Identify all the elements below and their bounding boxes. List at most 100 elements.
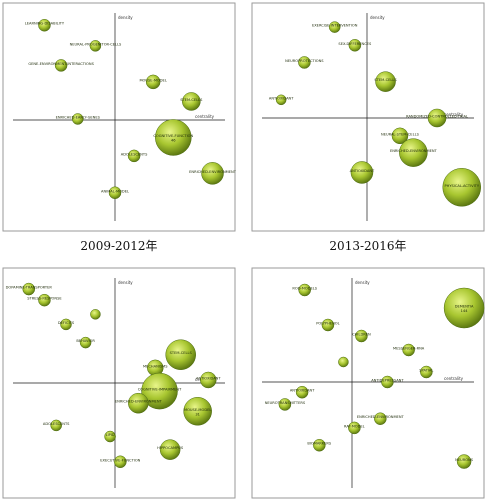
bubble-4	[355, 329, 368, 343]
bubble-2	[348, 39, 362, 52]
bubble-label: ENRICHED-ENVIRONMENT	[357, 415, 405, 419]
bubble-label: DOPAMINE-TRANSPORTER	[6, 286, 53, 290]
chart-panel-1: density centrality LEARNING-DISABILITY NEUR…	[2, 2, 237, 232]
bubble-3	[443, 287, 485, 329]
bubble-label: SPATIAL	[419, 369, 433, 373]
bubble-label: NEUROPROTECTIONS	[285, 59, 324, 63]
bubble-13	[104, 430, 116, 443]
bubble-label: RANDOMIZED-CONTROLLED-TRIAL	[406, 115, 468, 119]
bubble-label: POLYPHENOL	[316, 322, 339, 326]
bubble-label: MECHANISMS	[143, 364, 168, 368]
bubble-label: ENRICHED-ENVIRONMENT	[115, 400, 163, 404]
bubble-label: LIPID	[106, 433, 115, 437]
bubble-1	[38, 18, 51, 32]
bubble-12	[348, 421, 361, 435]
bubble-count: 31	[195, 412, 200, 416]
bubble-3	[298, 56, 311, 69]
bubble-label: PHYSICAL-ACTIVITY	[444, 184, 479, 188]
bubble-3	[54, 59, 68, 72]
bubble-label: STRESS-RESPONSE	[27, 297, 62, 301]
bubble-label: BIOMARKERS	[307, 442, 332, 446]
chart-panel-3: densitycentralityDOPAMINE-TRANSPORTERSTR…	[2, 267, 236, 499]
panel-caption: 2013-2016年	[329, 239, 406, 253]
bubble-9	[201, 162, 224, 185]
bubble-label: ENRICHED-ENVIRONMENT	[390, 149, 438, 153]
bubble-11	[374, 412, 387, 425]
bubble-label: MESSENGER-RNA	[393, 347, 425, 351]
bubble-label: COGNITIVE-FUNCTION	[153, 134, 193, 138]
panel-caption: 2009-2012年	[80, 239, 157, 253]
bubble-4	[90, 309, 101, 320]
bubble-label: EXECUTIVE-FUNCTION	[100, 458, 140, 462]
bubble-label: BEHAVIOR	[76, 339, 95, 343]
bubble-label: GENE-ENVIRONMENT-INTERACTIONS	[28, 62, 94, 66]
bubble-label: ENRICHED-EARLY-GENES	[56, 115, 101, 119]
bubble-label: STEM-CELLS	[374, 78, 397, 82]
bubble-label: ANTIDEPRESSANT	[371, 379, 404, 383]
bubble-2	[38, 293, 51, 307]
bubble-10	[278, 398, 292, 411]
bubble-label: SEX-DIFFERENCES	[338, 42, 372, 46]
bubble-9	[350, 161, 374, 184]
bubble-label: COGNITIVE-IMPAIRMENT	[138, 388, 182, 392]
bubble-5	[402, 343, 415, 357]
x-axis-label: centrality	[195, 114, 215, 119]
bubble-label: LEARNING-DISABILITY	[25, 22, 65, 26]
chart-panel-2: density centrality EXERCISE-INTERVENTION SE…	[251, 2, 485, 232]
bubble-6	[72, 113, 84, 125]
bubble-label: MOUSE-MODEL	[139, 78, 166, 82]
bubble-label: ADOLESCENTS	[43, 422, 70, 426]
bubble-2	[321, 318, 335, 332]
bubble-label: HIPPOCAMPUS	[157, 446, 184, 450]
bubble-label: STEM-CELLS	[180, 98, 203, 102]
bubble-4	[375, 71, 396, 92]
bubble-6	[338, 356, 349, 368]
bubble-label: ADOLESCENTS	[121, 152, 148, 156]
bubble-7	[391, 127, 409, 145]
y-axis-label: density	[370, 15, 385, 20]
bubble-label: NEURONS	[455, 458, 474, 462]
bubble-10	[108, 186, 122, 199]
bubble-1	[22, 282, 36, 296]
bubble-5	[275, 94, 287, 106]
bubble-label: NEURAL-STEM-CELLS	[381, 132, 420, 136]
x-axis-label: centrality	[444, 112, 464, 117]
bubble-13	[313, 438, 326, 452]
y-axis-label: density	[355, 280, 370, 285]
bubble-2	[89, 40, 102, 52]
bubble-3	[60, 318, 72, 331]
bubble-10	[128, 392, 149, 414]
bubble-9	[141, 372, 178, 410]
bubble-label: NEUROTRANSMITTERS	[265, 401, 306, 405]
y-axis-label: density	[118, 280, 133, 285]
bubble-10	[442, 168, 482, 207]
bubble-1	[328, 21, 341, 33]
bubble-5	[79, 336, 92, 349]
bubble-8	[127, 149, 141, 163]
bubble-5	[182, 92, 201, 111]
bubble-label: CHILDREN	[352, 333, 371, 337]
bubble-label: EXERCISE-INTERVENTION	[312, 24, 358, 28]
bubble-1	[298, 283, 311, 297]
bubble-14	[456, 454, 472, 469]
bubble-8	[399, 138, 428, 167]
bubble-label: STEM-CELLS	[170, 351, 193, 355]
bubble-label: NEURAL-PROGENITOR-CELLS	[70, 42, 122, 46]
bubble-label: ANTIOXIDANT	[196, 376, 221, 380]
bubble-label: ROD-MODELS	[292, 287, 317, 291]
x-axis-label: centrality	[444, 376, 464, 381]
bubble-9	[295, 385, 309, 399]
bubble-label: RAT-MODEL	[344, 424, 365, 428]
bubble-label: ANTIOXIDANT	[269, 96, 294, 100]
bubble-label: DEFICITS	[58, 321, 75, 325]
bubble-11	[183, 397, 212, 426]
bubble-label: ANTIOXIDANT	[350, 169, 375, 173]
y-axis-label: density	[118, 15, 133, 20]
bubble-6	[165, 339, 196, 370]
bubble-7	[420, 365, 433, 379]
chart-panel-4: density centrality ROD-MODELS POLYPHENOL DEM…	[251, 267, 485, 499]
bubble-label: DEMENTIA	[455, 305, 474, 309]
bubble-6	[427, 108, 447, 128]
bubble-count: 144	[461, 309, 469, 313]
